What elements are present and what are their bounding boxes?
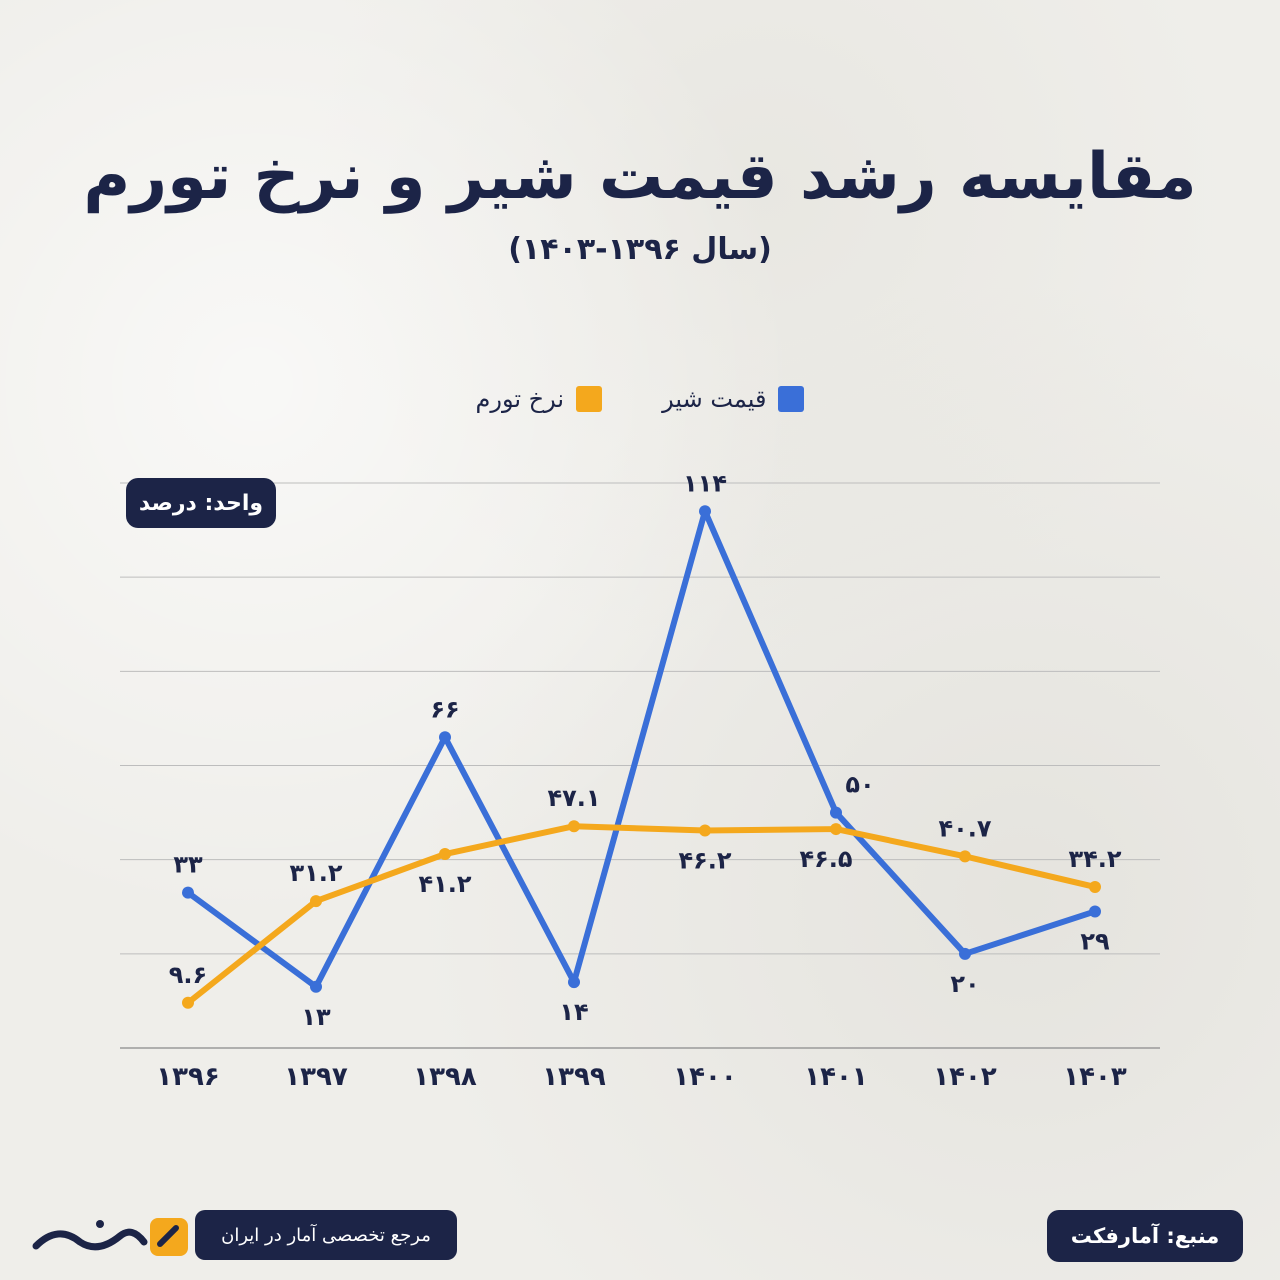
- data-point-milk: [1089, 905, 1101, 918]
- data-label-inflation: ۴۶.۵: [799, 845, 852, 873]
- x-tick-label: ۱۴۰۱: [804, 1062, 867, 1092]
- data-label-milk: ۲۰: [950, 970, 979, 998]
- data-point-inflation: [830, 823, 842, 836]
- data-label-inflation: ۳۴.۲: [1068, 845, 1121, 873]
- x-tick-label: ۱۳۹۶: [156, 1062, 219, 1092]
- x-tick-label: ۱۴۰۳: [1063, 1062, 1127, 1092]
- data-label-inflation: ۴۱.۲: [418, 870, 471, 898]
- x-tick-label: ۱۳۹۹: [542, 1062, 606, 1092]
- legend-label-milk: قیمت شیر: [662, 385, 767, 413]
- data-point-inflation: [1089, 880, 1101, 893]
- data-point-milk: [830, 806, 842, 819]
- x-tick-label: ۱۴۰۰: [673, 1062, 736, 1092]
- data-point-inflation: [182, 996, 194, 1009]
- data-label-inflation: ۴۶.۲: [678, 846, 731, 874]
- data-label-milk: ۱۱۴: [683, 469, 727, 497]
- data-label-inflation: ۳۱.۲: [289, 859, 342, 887]
- x-tick-label: ۱۳۹۷: [284, 1062, 348, 1092]
- data-point-inflation: [699, 824, 711, 837]
- legend-swatch-milk: [778, 386, 805, 412]
- unit-badge: واحد: درصد: [126, 478, 276, 528]
- data-point-milk: [568, 976, 580, 989]
- data-point-milk: [959, 947, 971, 960]
- legend-item-inflation: نرخ تورم: [476, 385, 603, 413]
- data-label-milk: ۳۳: [173, 851, 203, 879]
- data-point-milk: [310, 980, 322, 993]
- data-point-inflation: [959, 850, 971, 863]
- amarfact-logo-icon: [32, 1218, 188, 1256]
- chart-title: مقایسه رشد قیمت شیر و نرخ تورم: [83, 140, 1197, 214]
- data-label-milk: ۵۰: [845, 771, 874, 799]
- data-point-inflation: [310, 895, 322, 908]
- data-point-milk: [699, 505, 711, 518]
- data-label-milk: ۲۹: [1080, 927, 1110, 955]
- data-point-milk: [182, 886, 194, 899]
- legend-item-milk: قیمت شیر: [662, 385, 805, 413]
- series-line-inflation: [185, 823, 1098, 1006]
- footer-tagline: مرجع تخصصی آمار در ایران: [195, 1210, 457, 1260]
- legend-swatch-inflation: [576, 386, 603, 412]
- data-label-milk: ۱۴: [559, 998, 588, 1026]
- data-point-milk: [439, 731, 451, 744]
- legend: قیمت شیر نرخ تورم: [0, 385, 1280, 413]
- chart-subtitle: (سال ۱۳۹۶-۱۴۰۳): [508, 232, 772, 267]
- series-line-milk: [185, 508, 1098, 990]
- data-point-inflation: [439, 848, 451, 861]
- x-tick-label: ۱۴۰۲: [933, 1062, 997, 1092]
- footer-source: منبع: آمارفکت: [1047, 1210, 1243, 1262]
- data-label-inflation: ۴۰.۷: [938, 814, 991, 842]
- data-point-inflation: [568, 820, 580, 833]
- data-label-inflation: ۹.۶: [169, 961, 207, 989]
- data-label-milk: ۱۳: [301, 1003, 331, 1031]
- data-label-milk: ۶۶: [430, 695, 459, 723]
- legend-label-inflation: نرخ تورم: [475, 385, 565, 413]
- data-label-inflation: ۴۷.۱: [547, 784, 600, 812]
- x-tick-label: ۱۳۹۸: [413, 1062, 477, 1092]
